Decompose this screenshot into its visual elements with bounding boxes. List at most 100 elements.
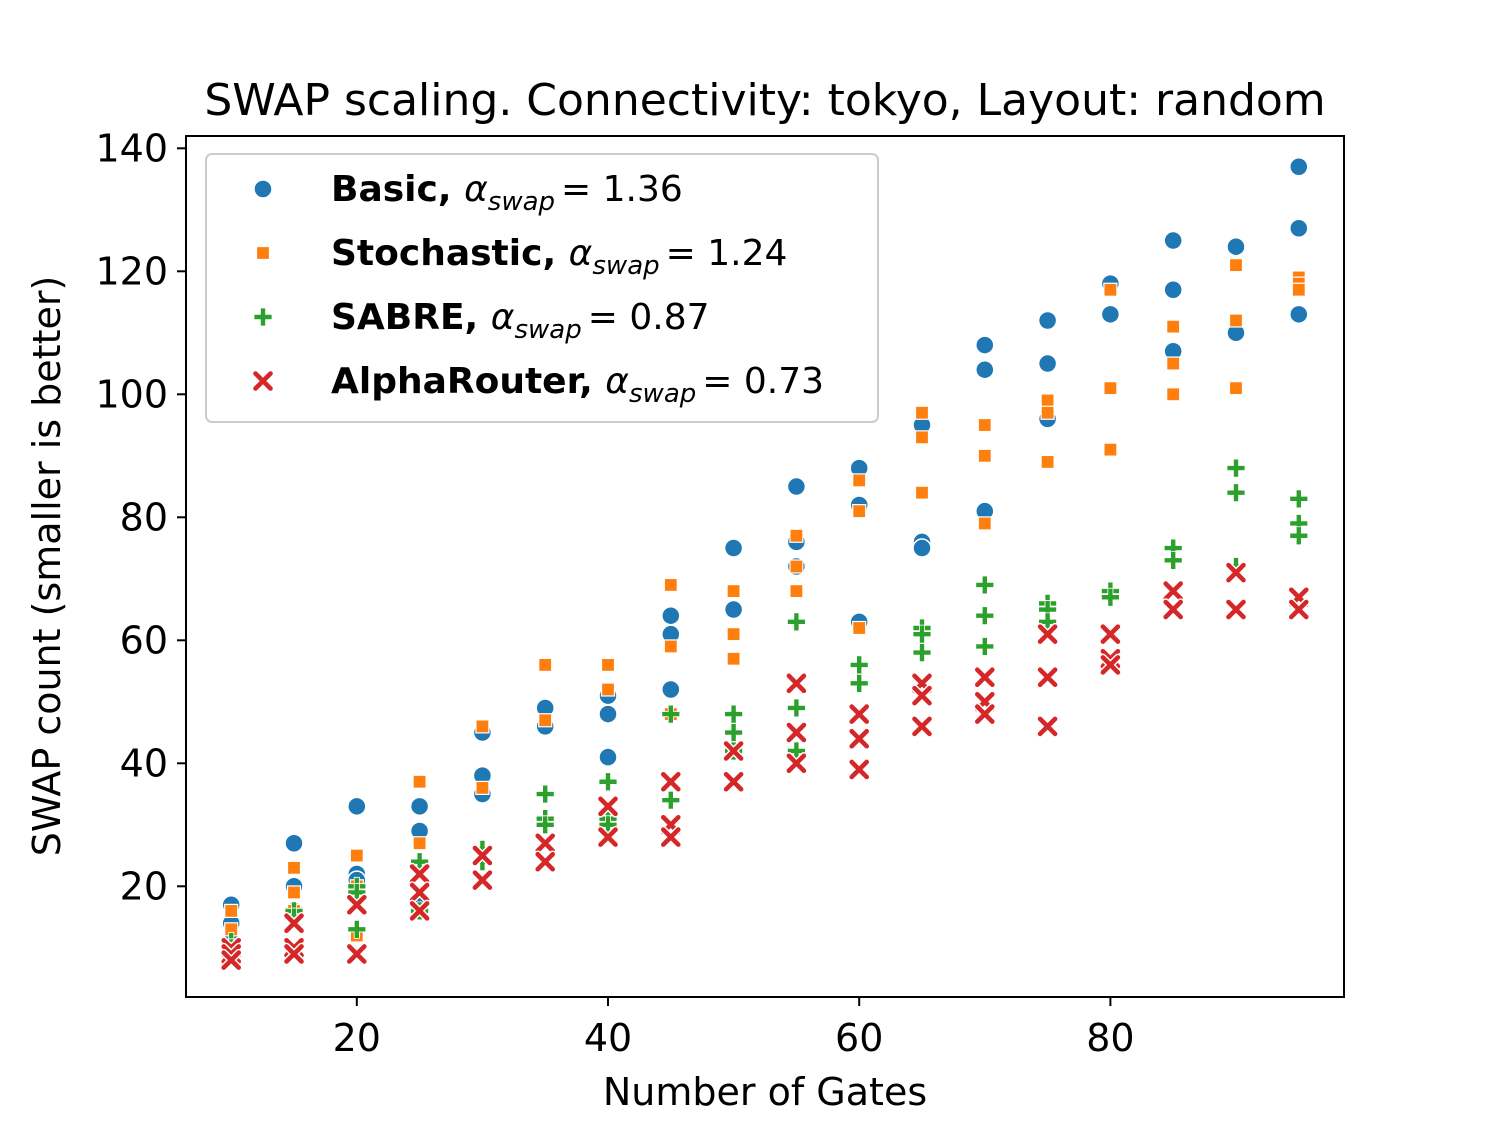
data-point-stochastic [286,885,302,900]
legend-label-sabre: SABRE, αswap = 0.87 [331,297,710,345]
data-point-sabre [1226,458,1246,478]
data-point-sabre [1100,587,1120,607]
data-point-alpharouter [973,665,997,689]
data-point-stochastic [1040,405,1055,420]
data-point-basic [661,679,681,700]
data-point-basic [347,796,367,817]
y-tick-label: 20 [120,864,168,908]
data-point-stochastic [914,485,930,500]
legend-marker-basic [253,179,273,199]
data-point-stochastic [286,860,302,875]
data-point-stochastic [538,713,553,728]
data-point-alpharouter [408,862,431,886]
data-point-stochastic [914,430,930,445]
y-tick-label: 60 [120,618,168,662]
data-point-stochastic [914,405,930,420]
data-point-alpharouter [910,715,934,738]
data-point-alpharouter [1161,579,1185,603]
data-point-alpharouter [408,899,431,923]
data-point-alpharouter [471,844,494,867]
series-stochastic [224,258,1306,962]
data-point-alpharouter [1287,598,1311,621]
data-point-basic [1226,236,1246,257]
data-point-sabre [1289,489,1309,509]
data-point-stochastic [663,577,678,593]
data-point-alpharouter [1224,561,1248,584]
data-point-alpharouter [408,881,431,904]
data-point-alpharouter [1224,598,1248,621]
data-point-alpharouter [345,893,369,916]
data-point-basic [723,599,744,620]
data-point-basic [1163,280,1183,300]
data-point-alpharouter [659,825,683,849]
data-point-alpharouter [282,911,306,935]
data-point-stochastic [1040,454,1055,470]
y-tick-label: 40 [120,741,168,785]
series-alpharouter [219,561,1311,972]
data-point-stochastic [852,504,867,519]
data-point-sabre [661,790,681,810]
data-point-alpharouter [722,739,745,763]
data-point-alpharouter [533,850,557,873]
data-point-stochastic [538,657,553,673]
data-point-stochastic [1103,282,1118,297]
data-point-basic [723,538,744,558]
data-point-alpharouter [471,868,494,892]
data-point-stochastic [977,417,992,433]
x-axis-label: Number of Gates [603,1070,927,1114]
data-point-sabre [661,704,681,724]
data-point-stochastic [1166,319,1181,334]
x-tick-label: 60 [835,1016,883,1060]
data-point-stochastic [663,639,678,654]
data-point-sabre [347,919,367,939]
series-sabre [221,458,1309,958]
data-point-stochastic [1228,313,1244,328]
data-point-basic [661,605,681,626]
data-point-sabre [975,637,995,656]
data-point-alpharouter [345,942,369,966]
data-point-stochastic [852,473,867,488]
x-tick-label: 80 [1086,1016,1134,1060]
data-point-alpharouter [910,684,934,707]
axis-ticks: 20 40 60 80 20 40 60 80 100 120 140 [95,126,1134,1060]
data-point-sabre [912,643,932,662]
data-point-alpharouter [785,752,808,775]
y-axis-label: SWAP count (smaller is better) [25,276,69,857]
data-point-stochastic [1291,282,1306,297]
data-point-basic [1289,304,1309,325]
data-point-stochastic [726,651,741,666]
legend-marker-stochastic [255,245,271,261]
legend-box [205,153,879,423]
data-point-alpharouter [219,948,243,972]
x-tick-label: 20 [333,1016,381,1060]
data-point-sabre [724,704,744,724]
data-point-basic [1037,310,1058,331]
y-tick-label: 100 [95,372,168,416]
data-point-alpharouter [533,832,557,855]
data-point-sabre [975,606,995,626]
data-point-stochastic [1166,387,1181,402]
data-point-basic [975,359,995,380]
data-point-sabre [786,698,806,718]
data-point-stochastic [977,448,992,463]
data-point-basic [786,476,807,497]
legend-label-alpharouter: AlphaRouter, αswap = 0.73 [331,361,824,409]
data-point-basic [1100,304,1121,325]
data-point-sabre [535,815,555,835]
data-point-basic [598,747,618,767]
data-point-sabre [975,575,995,595]
legend: Basic, αswap = 1.36 Stochastic, αswap = 1.2… [205,153,879,423]
data-point-basic [1163,230,1183,251]
data-point-basic [1289,218,1309,238]
data-point-alpharouter [1036,665,1059,689]
data-point-sabre [786,612,806,632]
data-point-basic [975,335,995,355]
data-point-alpharouter [1161,598,1185,621]
data-point-basic [409,796,430,817]
data-point-sabre [849,655,869,675]
data-point-stochastic [412,774,427,789]
data-point-alpharouter [596,795,620,818]
data-point-stochastic [349,848,364,863]
plot-frame [185,135,1345,998]
